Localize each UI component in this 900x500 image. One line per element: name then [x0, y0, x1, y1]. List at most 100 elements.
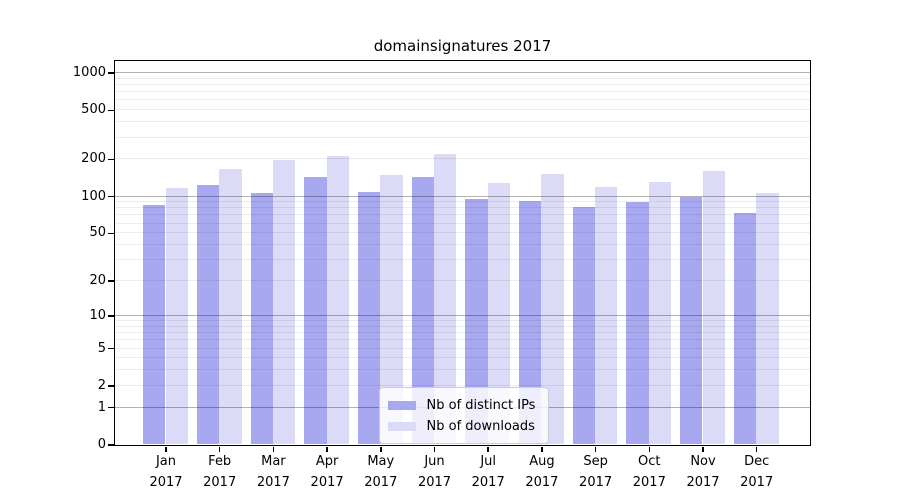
gridline-minor	[114, 222, 810, 224]
bar-downloads	[165, 188, 188, 445]
y-axis-tick	[108, 72, 114, 74]
bar-downloads	[326, 156, 349, 445]
legend: Nb of distinct IPs Nb of downloads	[378, 386, 549, 444]
gridline-minor	[114, 109, 810, 111]
y-axis-tick	[108, 195, 114, 198]
gridline-minor	[114, 121, 810, 123]
y-axis-tick	[108, 385, 114, 387]
x-axis-tick	[272, 446, 275, 452]
bar-distinct-ips	[680, 197, 703, 445]
bar-distinct-ips	[465, 198, 488, 445]
legend-item-downloads: Nb of downloads	[387, 416, 540, 437]
x-axis-tick	[433, 446, 436, 452]
legend-item-distinct-ips: Nb of distinct IPs	[387, 395, 540, 416]
gridline-minor	[114, 232, 810, 234]
bar-distinct-ips	[733, 213, 757, 445]
x-tick-label: Apr 2017	[310, 454, 344, 490]
legend-label-downloads: Nb of downloads	[426, 418, 535, 434]
gridline-minor	[114, 77, 810, 79]
gridline-minor	[114, 339, 810, 341]
bar-downloads	[595, 186, 618, 445]
gridline-minor	[114, 207, 810, 209]
x-tick-label: May 2017	[364, 454, 398, 490]
gridline-minor	[114, 91, 810, 93]
gridline-minor	[114, 357, 810, 359]
plot-area: Nb of distinct IPs Nb of downloads	[113, 59, 811, 446]
bar-distinct-ips	[626, 202, 649, 445]
gridline-minor	[114, 136, 810, 138]
x-axis-tick	[326, 446, 328, 452]
gridline-minor	[114, 214, 810, 216]
x-axis-tick	[541, 446, 543, 452]
y-tick-label: 10	[89, 307, 106, 323]
x-axis-tick	[702, 446, 704, 452]
bar-downloads	[648, 181, 672, 445]
x-tick-label: Jul 2017	[471, 454, 505, 490]
gridline-minor	[114, 84, 810, 85]
gridline-minor	[114, 201, 810, 203]
y-tick-label: 50	[89, 225, 106, 241]
bar-downloads	[272, 160, 296, 445]
gridline-minor	[114, 280, 810, 282]
gridline-major	[114, 72, 810, 73]
gridline-minor	[114, 325, 810, 327]
y-axis-tick	[108, 315, 114, 317]
gridline-major	[114, 314, 810, 316]
x-tick-label: Aug 2017	[525, 454, 559, 490]
gridline-minor	[114, 244, 810, 246]
bar-downloads	[756, 192, 779, 445]
bar-distinct-ips	[519, 201, 542, 445]
gridline-minor	[114, 347, 810, 349]
y-tick-label: 200	[81, 151, 106, 167]
chart-title: domainsignatures 2017	[373, 37, 552, 55]
y-tick-label: 0	[97, 437, 106, 452]
x-axis-tick	[755, 446, 758, 452]
gridline-minor	[114, 332, 810, 334]
bar-downloads	[434, 153, 457, 445]
x-tick-label: Mar 2017	[256, 454, 290, 490]
y-axis-tick	[108, 406, 114, 409]
x-axis-tick	[487, 446, 489, 452]
y-tick-label: 5	[97, 340, 106, 356]
x-tick-label: Nov 2017	[686, 454, 720, 490]
y-tick-label: 1	[97, 399, 106, 415]
gridline-minor	[114, 158, 810, 160]
y-axis-tick	[108, 347, 114, 350]
bar-downloads	[380, 175, 403, 445]
legend-label-distinct-ips: Nb of distinct IPs	[426, 397, 536, 413]
y-tick-label: 1000	[72, 65, 106, 80]
bar-downloads	[487, 182, 511, 445]
bar-distinct-ips	[572, 207, 596, 445]
x-axis-tick	[218, 446, 221, 452]
gridline-minor	[114, 320, 810, 322]
x-axis-tick	[165, 446, 167, 452]
gridline-minor	[114, 99, 810, 101]
bar-downloads	[219, 169, 242, 445]
x-tick-label: Jun 2017	[417, 454, 452, 490]
y-tick-label: 2	[97, 377, 106, 393]
y-axis-tick	[108, 109, 114, 112]
x-axis-tick	[594, 446, 597, 452]
bar-distinct-ips	[196, 185, 220, 445]
bar-distinct-ips	[411, 177, 434, 445]
x-axis-tick	[380, 446, 382, 452]
gridline-minor	[114, 384, 810, 386]
bar-downloads	[541, 173, 564, 445]
x-tick-label: Oct 2017	[632, 454, 666, 490]
bar-distinct-ips	[304, 177, 327, 445]
legend-swatch-distinct-ips	[387, 400, 416, 410]
gridline-major	[114, 195, 810, 197]
y-axis-tick	[108, 232, 114, 235]
bar-distinct-ips	[250, 193, 273, 445]
bar-distinct-ips	[143, 204, 166, 445]
y-tick-label: 100	[81, 188, 106, 204]
bar-distinct-ips	[357, 191, 381, 445]
y-tick-label: 500	[81, 102, 106, 118]
x-tick-label: Dec 2017	[740, 454, 774, 490]
gridline-minor	[114, 369, 810, 371]
x-tick-label: Jan 2017	[149, 454, 183, 490]
legend-swatch-downloads	[387, 421, 416, 431]
bar-downloads	[702, 170, 725, 445]
y-axis-tick	[108, 280, 114, 282]
